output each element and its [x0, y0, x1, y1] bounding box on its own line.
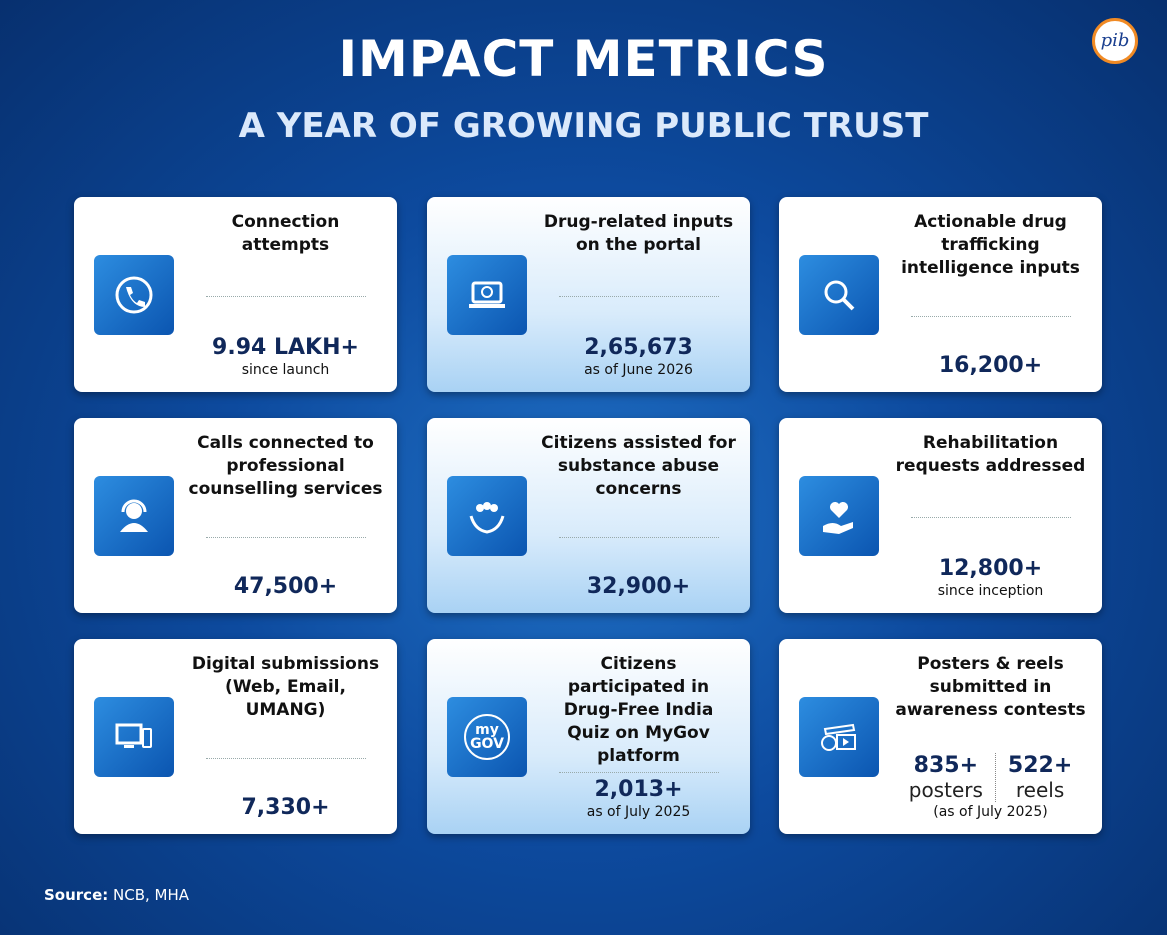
metric-card: Actionable drug trafficking intelligence… — [779, 197, 1102, 392]
stats: 835+ posters 522+ reels — [897, 753, 1085, 802]
value-block: 2,65,673 as of June 2026 — [584, 335, 693, 378]
value-block: 47,500+ — [234, 574, 337, 599]
value-block: 16,200+ — [939, 353, 1042, 378]
source-text: NCB, MHA — [113, 886, 190, 904]
card-body: Digital submissions (Web, Email, UMANG) 7… — [184, 653, 387, 820]
icon — [799, 697, 879, 777]
value-block: 835+ posters 522+ reels (as of July 2025) — [897, 753, 1085, 820]
icon: my GOV — [447, 697, 527, 777]
divider — [558, 295, 719, 297]
card-label: Drug-related inputs on the portal — [543, 212, 734, 255]
icon-logo: my GOV — [464, 714, 510, 760]
icon-glyph — [469, 281, 505, 308]
divider — [558, 772, 719, 773]
icon — [447, 255, 527, 335]
icon-glyph — [824, 280, 855, 311]
icon-text: my — [475, 722, 499, 738]
source: Source: NCB, MHA — [44, 886, 189, 904]
stat-unit: reels — [1015, 778, 1065, 802]
icon-glyph — [120, 499, 148, 532]
subtitle: A YEAR OF GROWING PUBLIC TRUST — [238, 106, 929, 146]
card-label: Calls connected to professional counsell… — [188, 433, 383, 499]
icon — [799, 255, 879, 335]
card-value: 9.94 LAKH+ — [212, 335, 359, 360]
stat: 835+ posters — [897, 753, 995, 802]
icon — [94, 697, 174, 777]
stat: 522+ reels — [994, 753, 1084, 802]
card-label: Citizens participated in Drug-Free India… — [563, 654, 714, 766]
value-block: 7,330+ — [241, 795, 329, 820]
card-body: Rehabilitation requests addressed 12,800+… — [889, 432, 1092, 599]
stat-unit: posters — [908, 778, 983, 802]
icon-glyph — [115, 276, 153, 314]
divider — [910, 516, 1071, 518]
card-note: as of June 2026 — [584, 362, 693, 378]
source-label: Source: — [44, 886, 109, 904]
card-value: 32,900+ — [586, 574, 691, 599]
metric-card: Citizens assisted for substance abuse co… — [427, 418, 750, 613]
card-body: Citizens participated in Drug-Free India… — [537, 653, 740, 820]
card-note: since launch — [241, 362, 330, 378]
divider — [558, 537, 719, 538]
card-body: Drug-related inputs on the portal 2,65,67… — [537, 211, 740, 378]
icon-text: GOV — [470, 736, 504, 752]
metric-card: Rehabilitation requests addressed 12,800+… — [779, 418, 1102, 613]
value-block: 32,900+ — [587, 574, 690, 599]
value-block: 9.94 LAKH+ since launch — [212, 335, 359, 378]
metric-card: Digital submissions (Web, Email, UMANG) 7… — [74, 639, 397, 834]
card-label: Digital submissions (Web, Email, UMANG) — [191, 654, 380, 720]
divider — [205, 295, 366, 297]
metric-card: Connection attempts 9.94 LAKH+ since launc… — [74, 197, 397, 392]
icon — [447, 476, 527, 556]
card-body: Actionable drug trafficking intelligence… — [889, 211, 1092, 378]
logo: pib — [1092, 18, 1138, 64]
metric-card: my GOV Citizens participated in Drug-Free … — [427, 639, 750, 834]
card-value: 2,013+ — [594, 777, 683, 802]
icon — [94, 476, 174, 556]
card-label: Rehabilitation requests addressed — [895, 433, 1086, 476]
metric-card: Drug-related inputs on the portal 2,65,67… — [427, 197, 750, 392]
card-body: Citizens assisted for substance abuse co… — [537, 432, 740, 599]
icon — [94, 255, 174, 335]
card-value: 12,800+ — [938, 556, 1043, 581]
stat-value: 835+ — [913, 753, 978, 778]
divider — [910, 316, 1071, 317]
icon-glyph — [115, 723, 152, 748]
card-body: Posters & reels submitted in awareness c… — [889, 653, 1092, 820]
card-label: Actionable drug trafficking intelligence… — [901, 212, 1080, 278]
divider — [205, 537, 366, 538]
card-note: as of July 2025 — [586, 804, 691, 820]
metric-card: Calls connected to professional counsell… — [74, 418, 397, 613]
title: IMPACT METRICS — [338, 30, 829, 88]
divider — [205, 758, 366, 759]
icon-glyph — [821, 723, 856, 751]
card-label: Citizens assisted for substance abuse co… — [541, 433, 736, 499]
card-value: 47,500+ — [233, 574, 338, 599]
card-value: 2,65,673 — [584, 335, 693, 360]
icon-glyph — [469, 502, 505, 534]
icon-glyph — [823, 502, 853, 534]
metric-card: Posters & reels submitted in awareness c… — [779, 639, 1102, 834]
icon — [799, 476, 879, 556]
card-body: Connection attempts 9.94 LAKH+ since launc… — [184, 211, 387, 378]
stat-value: 522+ — [1007, 753, 1073, 778]
card-label: Posters & reels submitted in awareness c… — [895, 654, 1086, 720]
card-note: since inception — [937, 583, 1044, 599]
card-note: (as of July 2025) — [933, 804, 1048, 820]
card-label: Connection attempts — [231, 212, 340, 255]
value-block: 12,800+ since inception — [938, 556, 1044, 599]
value-block: 2,013+ as of July 2025 — [587, 777, 691, 820]
card-body: Calls connected to professional counsell… — [184, 432, 387, 599]
card-value: 7,330+ — [241, 795, 330, 820]
card-value: 16,200+ — [938, 353, 1043, 378]
